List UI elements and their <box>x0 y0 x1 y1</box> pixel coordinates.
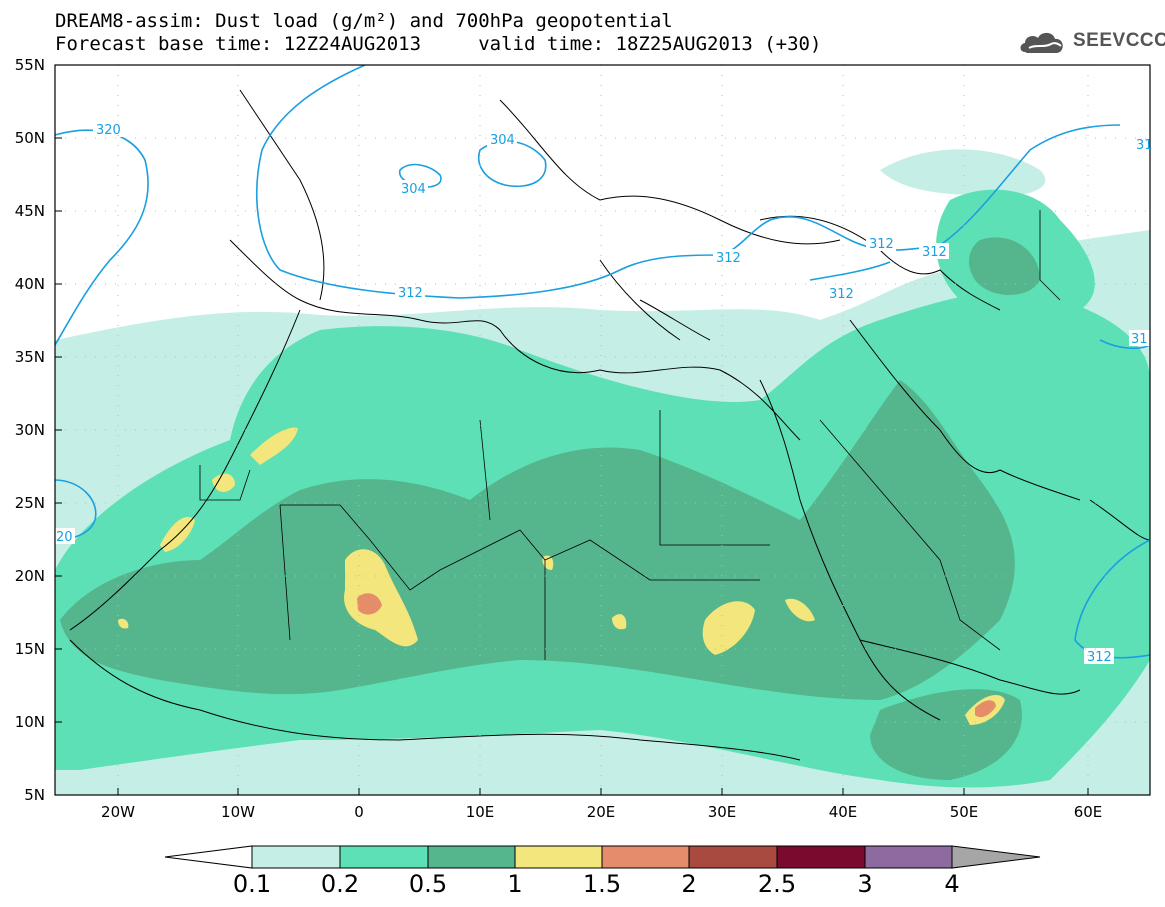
lon-label: 0 <box>354 803 364 821</box>
contour-label: 312 <box>716 251 741 266</box>
lon-label: 20E <box>586 803 616 821</box>
colorbar-swatch <box>776 845 866 869</box>
colorbar-tick-label: 3 <box>857 870 873 898</box>
borders <box>199 210 1061 660</box>
lon-label: 30E <box>707 803 737 821</box>
colorbar-tick-label: 0.1 <box>232 870 272 898</box>
colorbar-tick-label: 2 <box>681 870 697 898</box>
lat-label: 35N <box>14 348 45 366</box>
colorbar-swatch <box>339 845 429 869</box>
colorbar-tick-label: 2.5 <box>757 870 797 898</box>
contour-label: 312 <box>922 245 947 260</box>
title-line-1: DREAM8-assim: Dust load (g/m²) and 700hP… <box>55 10 673 32</box>
lon-label: 40E <box>828 803 858 821</box>
lat-label: 5N <box>24 786 45 804</box>
lon-label: 20W <box>101 803 135 821</box>
contour-label: 304 <box>401 182 426 197</box>
lat-label: 20N <box>14 567 45 585</box>
geopotential-contours <box>55 65 1150 659</box>
lat-label: 25N <box>14 494 45 512</box>
colorbar-tick-label: 0.5 <box>408 870 448 898</box>
colorbar-swatch <box>601 845 690 869</box>
contour-label: 304 <box>490 133 515 148</box>
colorbar-tick-label: 1 <box>507 870 523 898</box>
contour-label-boxes <box>55 121 1150 664</box>
lat-label: 45N <box>14 202 45 220</box>
colorbar-swatch <box>251 845 341 869</box>
contour-label: 312 <box>869 237 894 252</box>
lat-label: 50N <box>14 129 45 147</box>
colorbar-tick-label: 1.5 <box>582 870 622 898</box>
lat-label: 40N <box>14 275 45 293</box>
coastlines <box>69 89 1150 761</box>
colorbar-swatch <box>864 845 953 869</box>
lon-label: 10W <box>221 803 255 821</box>
colorbar-swatch <box>427 845 516 869</box>
lon-label: 50E <box>949 803 979 821</box>
contour-label: 312 <box>398 286 423 301</box>
colorbar-under-arrow <box>164 845 253 869</box>
contour-label: 31 <box>1131 332 1148 347</box>
logo-text: SEEVCCC <box>1073 30 1165 51</box>
contour-label: 312 <box>829 287 854 302</box>
contour-label: 20 <box>56 530 73 545</box>
dust-level-1.5 <box>357 593 996 718</box>
colorbar-tick-label: 4 <box>944 870 960 898</box>
cloud-icon <box>1020 32 1063 53</box>
colorbar <box>164 845 1041 869</box>
lat-label: 55N <box>14 56 45 74</box>
title-line-2: Forecast base time: 12Z24AUG2013 valid t… <box>55 33 822 55</box>
lat-label: 10N <box>14 713 45 731</box>
lon-label: 60E <box>1073 803 1103 821</box>
lat-label: 30N <box>14 421 45 439</box>
colorbar-tick-label: 0.2 <box>320 870 360 898</box>
tick-marks <box>55 64 1089 795</box>
colorbar-over-arrow <box>951 845 1041 869</box>
contour-label: 31 <box>1136 138 1153 153</box>
colorbar-swatch <box>688 845 778 869</box>
lon-label: 10E <box>465 803 495 821</box>
lat-label: 15N <box>14 640 45 658</box>
colorbar-swatch <box>514 845 603 869</box>
contour-label: 320 <box>96 123 121 138</box>
contour-label: 312 <box>1087 650 1112 665</box>
